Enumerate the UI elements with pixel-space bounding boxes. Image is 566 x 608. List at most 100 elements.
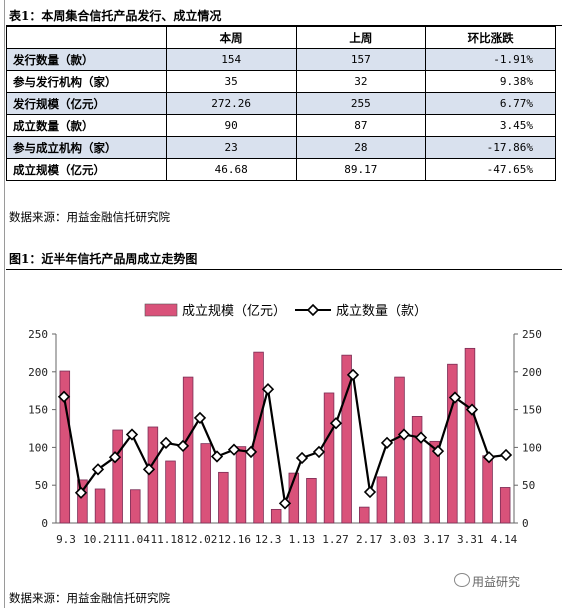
bar: [253, 351, 264, 524]
line-marker: [57, 390, 71, 403]
line-marker: [499, 448, 513, 462]
table-row: 参与发行机构（家） 35 32 9.38%: [6, 70, 556, 93]
right-tick-label: 150: [522, 404, 542, 417]
bar: [359, 506, 370, 524]
page-left-border: [4, 0, 5, 608]
figure-caption-rule: [6, 269, 562, 270]
left-tick-label: 50: [35, 479, 48, 492]
right-tick-label: 0: [522, 517, 529, 530]
x-tick-label: 11.18: [151, 533, 184, 546]
line-marker: [108, 451, 122, 464]
caption-rule: [6, 25, 562, 26]
last-week-cell: 255: [295, 92, 427, 115]
right-tick-label: 250: [522, 328, 542, 341]
row-label: 发行规模（亿元）: [6, 92, 167, 115]
bar: [235, 446, 247, 524]
change-cell: 9.38%: [425, 70, 556, 93]
line-marker: [278, 497, 292, 510]
table-row: 发行规模（亿元） 272.26 255 6.77%: [6, 92, 556, 115]
change-cell: -47.65%: [425, 158, 556, 181]
this-week-cell: 35: [165, 70, 297, 93]
header-cell: 本周: [165, 26, 297, 49]
figure-source-note: 数据来源：用益金融信托研究院: [9, 591, 170, 605]
header-cell: [6, 26, 167, 49]
line-marker: [125, 428, 139, 441]
row-label: 发行数量（款）: [6, 48, 167, 71]
left-tick-label: 150: [28, 404, 48, 417]
line-marker: [448, 391, 462, 404]
line-marker: [414, 431, 428, 444]
last-week-cell: 157: [295, 48, 427, 71]
x-tick-label: 3.31: [457, 533, 484, 546]
table-caption: 表1：本周集合信托产品发行、成立情况: [9, 9, 222, 23]
bar: [218, 471, 229, 524]
legend-bar-swatch: [144, 303, 178, 317]
table-body: 发行数量（款） 154 157 -1.91% 参与发行机构（家） 35 32 9.38% 发行规…: [6, 48, 556, 181]
bar: [499, 487, 511, 524]
line-marker: [295, 451, 309, 465]
bar: [447, 363, 458, 524]
bar: [323, 392, 335, 524]
bar: [394, 376, 405, 524]
bar: [270, 508, 282, 524]
last-week-cell: 28: [295, 136, 427, 159]
wechat-icon: [454, 573, 470, 587]
line-marker: [397, 428, 411, 441]
line-marker: [210, 450, 224, 463]
x-tick-label: 12.02: [184, 533, 217, 546]
line-marker: [346, 368, 360, 381]
row-label: 成立规模（亿元）: [6, 158, 167, 181]
right-tick-label: 50: [522, 479, 535, 492]
change-cell: -17.86%: [425, 136, 556, 159]
change-cell: 3.45%: [425, 114, 556, 137]
x-tick-label: 1.13: [289, 533, 316, 546]
x-tick-label: 10.21: [83, 533, 116, 546]
legend-bar-label: 成立规模（亿元）: [182, 304, 286, 319]
line-marker: [193, 411, 207, 425]
table-row: 参与成立机构（家） 23 28 -17.86%: [6, 136, 556, 159]
left-tick-label: 0: [41, 517, 48, 530]
x-tick-label: 12.3: [255, 533, 282, 546]
line-marker: [312, 445, 326, 459]
x-tick-label: 1.27: [322, 533, 349, 546]
line-marker: [261, 383, 275, 396]
line-marker: [227, 443, 241, 456]
bar: [130, 489, 141, 524]
line-marker: [329, 417, 343, 430]
table-source-note: 数据来源：用益金融信托研究院: [9, 210, 170, 224]
table-row: 成立数量（款） 90 87 3.45%: [6, 114, 556, 137]
change-cell: 6.77%: [425, 92, 556, 115]
bar: [464, 347, 476, 524]
bar: [59, 370, 71, 524]
x-tick-label: 2.17: [356, 533, 383, 546]
bar: [376, 476, 388, 524]
line-marker: [142, 463, 156, 476]
header-cell: 环比涨跌: [425, 26, 556, 49]
row-label: 参与成立机构（家）: [6, 136, 167, 159]
x-tick-label: 4.14: [491, 533, 518, 546]
x-tick-label: 11.04: [117, 533, 150, 546]
bar: [94, 488, 106, 524]
right-tick-label: 200: [522, 366, 542, 379]
weekly-establishment-chart: 成立规模（亿元） 成立数量（款） 0 50 100 150 200 250 0 50 100 150 2…: [28, 303, 542, 546]
line-marker: [74, 486, 88, 499]
watermark-text: 用益研究: [472, 575, 521, 589]
bar: [341, 354, 352, 524]
bar: [200, 443, 211, 524]
this-week-cell: 272.26: [165, 92, 297, 115]
this-week-cell: 154: [165, 48, 297, 71]
line-marker: [465, 403, 479, 416]
x-tick-label: 3.03: [390, 533, 417, 546]
line-marker: [380, 436, 394, 449]
this-week-cell: 46.68: [165, 158, 297, 181]
bar: [112, 429, 123, 524]
line-marker: [431, 445, 445, 458]
change-cell: -1.91%: [425, 48, 556, 71]
left-tick-label: 250: [28, 328, 48, 341]
legend-line-marker: [306, 303, 320, 317]
last-week-cell: 32: [295, 70, 427, 93]
last-week-cell: 87: [295, 114, 427, 137]
last-week-cell: 89.17: [295, 158, 427, 181]
bar: [165, 460, 176, 524]
table-row: 发行数量（款） 154 157 -1.91%: [6, 48, 556, 71]
